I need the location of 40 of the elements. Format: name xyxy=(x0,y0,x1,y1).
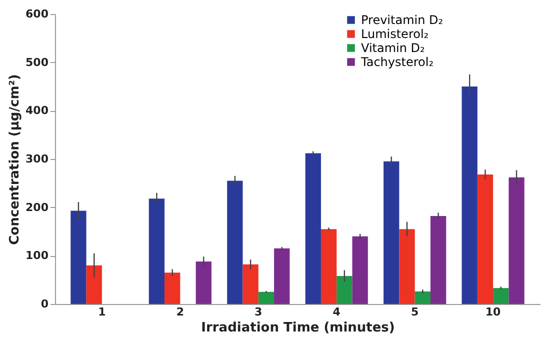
x-axis-title: Irradiation Time (minutes) xyxy=(201,320,395,336)
y-tick-label: 400 xyxy=(26,104,49,118)
x-tick-label: 4 xyxy=(332,306,341,318)
y-tick-label: 600 xyxy=(26,8,49,20)
bar xyxy=(462,86,478,304)
bar xyxy=(384,161,400,304)
y-tick-label: 300 xyxy=(26,152,49,166)
legend-label: Lumisterol₂ xyxy=(361,27,429,41)
y-tick-label: 0 xyxy=(40,298,49,310)
bar xyxy=(70,210,86,304)
bar xyxy=(414,291,430,304)
bar xyxy=(430,216,446,304)
y-tick-label: 200 xyxy=(26,200,49,214)
bar xyxy=(258,292,274,304)
bar xyxy=(148,198,165,304)
bar xyxy=(336,276,352,304)
bar xyxy=(164,272,180,304)
bar xyxy=(305,153,321,304)
bar xyxy=(320,229,337,304)
bar xyxy=(196,261,212,304)
y-tick-label: 100 xyxy=(26,249,49,262)
bar xyxy=(399,229,415,304)
bar xyxy=(352,236,368,304)
legend-label: Previtamin D₂ xyxy=(361,13,444,27)
bar xyxy=(86,265,102,304)
bar xyxy=(227,180,243,304)
x-tick-label: 3 xyxy=(254,306,262,318)
bar xyxy=(242,264,258,304)
y-axis-title: Concentration (µg/cm²) xyxy=(8,74,23,245)
legend-label: Tachysterol₂ xyxy=(360,55,434,69)
x-tick-label: 10 xyxy=(485,306,502,318)
bar xyxy=(274,248,290,304)
bar xyxy=(477,174,494,304)
legend-label: Vitamin D₂ xyxy=(361,41,426,55)
y-tick-label: 500 xyxy=(26,56,49,69)
x-tick-label: 2 xyxy=(176,306,184,318)
x-tick-label: 1 xyxy=(98,306,106,318)
x-tick-label: 5 xyxy=(411,306,419,318)
bar xyxy=(493,288,509,304)
bar xyxy=(508,177,524,304)
